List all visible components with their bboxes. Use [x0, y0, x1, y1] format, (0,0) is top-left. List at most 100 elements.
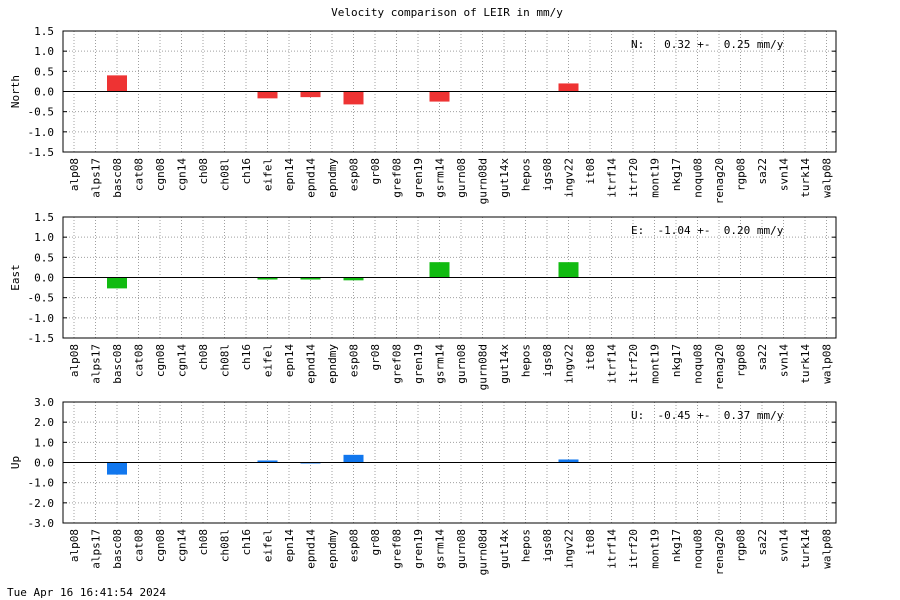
x-tick-label: gr08	[369, 529, 382, 556]
bar-basc08	[107, 277, 127, 289]
x-tick-label: igs08	[541, 344, 554, 377]
x-tick-label: ch16	[240, 158, 253, 185]
x-tick-label: noqu08	[692, 344, 705, 384]
x-tick-label: gref08	[391, 344, 404, 384]
x-tick-label: turk14	[799, 158, 812, 198]
x-tick-label: turk14	[799, 529, 812, 569]
bar-ingv22	[558, 262, 579, 278]
y-tick-label: 1.0	[34, 231, 54, 244]
x-tick-label: hepos	[520, 344, 533, 377]
x-tick-label: esp08	[348, 344, 361, 377]
x-tick-label: svn14	[778, 529, 791, 562]
x-tick-label: itrf20	[627, 158, 640, 198]
x-tick-label: itrf14	[606, 529, 619, 569]
x-tick-label: gren19	[412, 529, 425, 569]
x-tick-label: renag20	[713, 344, 726, 390]
x-tick-label: igs08	[541, 158, 554, 191]
x-tick-label: sa22	[756, 158, 769, 185]
x-tick-label: epn14	[283, 158, 296, 191]
x-tick-label: ch08l	[219, 158, 232, 191]
x-tick-label: renag20	[713, 158, 726, 204]
stats-annotation: U: -0.45 +- 0.37 mm/y	[631, 409, 784, 422]
x-tick-label: noqu08	[692, 158, 705, 198]
x-tick-label: mont19	[649, 529, 662, 569]
x-tick-label: gr08	[369, 344, 382, 371]
x-tick-label: ingv22	[563, 158, 576, 198]
x-tick-label: ingv22	[563, 344, 576, 384]
bar-epnd14	[300, 462, 321, 464]
x-tick-label: gref08	[391, 158, 404, 198]
x-tick-label: cgn14	[176, 158, 189, 191]
y-tick-label: 1.0	[34, 45, 54, 58]
y-tick-label: -2.0	[28, 497, 55, 510]
plot-frame	[62, 30, 837, 153]
bar-esp08	[343, 277, 364, 281]
y-tick-label: -3.0	[28, 517, 55, 530]
x-tick-label: ch08l	[219, 529, 232, 562]
bar-eifel	[257, 460, 278, 463]
stats-annotation: E: -1.04 +- 0.20 mm/y	[631, 224, 784, 237]
x-tick-label: gren19	[412, 158, 425, 198]
x-tick-label: gut14x	[498, 529, 511, 569]
x-tick-label: cat08	[133, 344, 146, 377]
bar-eifel	[257, 277, 278, 280]
x-tick-label: walp08	[821, 344, 834, 384]
x-tick-label: ch08	[197, 158, 210, 185]
y-tick-label: 1.0	[34, 436, 54, 449]
x-tick-label: itrf20	[627, 344, 640, 384]
x-tick-label: ch08l	[219, 344, 232, 377]
x-tick-label: gsrm14	[434, 529, 447, 569]
bar-ingv22	[558, 83, 579, 92]
x-tick-label: alp08	[68, 529, 81, 562]
y-tick-label: 0.0	[34, 457, 54, 470]
x-tick-label: cgn08	[154, 529, 167, 562]
x-tick-label: it08	[584, 344, 597, 371]
y-tick-label: -0.5	[28, 106, 55, 119]
x-tick-label: ch08	[197, 529, 210, 556]
x-tick-label: esp08	[348, 158, 361, 191]
plot-frame	[62, 401, 837, 524]
y-tick-label: 1.5	[34, 25, 54, 38]
x-tick-label: nkg17	[670, 158, 683, 191]
x-tick-label: itrf14	[606, 344, 619, 384]
x-tick-label: gurn08d	[477, 158, 490, 204]
x-tick-label: basc08	[111, 344, 124, 384]
chart-title: Velocity comparison of LEIR in mm/y	[331, 6, 563, 19]
x-tick-label: hepos	[520, 529, 533, 562]
x-tick-label: cgn14	[176, 529, 189, 562]
y-tick-label: -0.5	[28, 292, 55, 305]
x-tick-label: svn14	[778, 344, 791, 377]
x-tick-label: rgp08	[735, 344, 748, 377]
x-tick-label: nkg17	[670, 529, 683, 562]
panel-up: 3.0 2.0 1.0 0.0 -1.0 -2.0 -3.0 alp08 alps17 basc0…	[9, 396, 837, 575]
x-tick-label: gut14x	[498, 344, 511, 384]
x-tick-label: gurn08	[455, 158, 468, 198]
bar-epnd14	[300, 91, 321, 98]
x-tick-label: basc08	[111, 529, 124, 569]
stats-annotation: N: 0.32 +- 0.25 mm/y	[631, 38, 784, 51]
x-tick-label: gref08	[391, 529, 404, 569]
x-tick-label: alps17	[90, 344, 103, 384]
x-tick-label: epndmy	[326, 529, 339, 569]
x-tick-label: esp08	[348, 529, 361, 562]
y-tick-label: -1.5	[28, 146, 55, 159]
x-tick-label: cat08	[133, 529, 146, 562]
x-tick-label: epnd14	[305, 344, 318, 384]
x-tick-label: rgp08	[735, 529, 748, 562]
timestamp-footer: Tue Apr 16 16:41:54 2024	[7, 586, 166, 599]
x-tick-label: gren19	[412, 344, 425, 384]
y-tick-label: 0.5	[34, 65, 54, 78]
x-tick-label: cgn08	[154, 158, 167, 191]
x-tick-label: ch16	[240, 344, 253, 371]
x-tick-label: eifel	[262, 158, 275, 191]
bar-basc08	[107, 462, 127, 475]
panel-north: 1.5 1.0 0.5 0.0 -0.5 -1.0 -1.5 alp08 alps17 basc0…	[9, 25, 837, 204]
bar-gsrm14	[429, 262, 450, 278]
y-axis-label: Up	[9, 456, 22, 469]
x-tick-label: svn14	[778, 158, 791, 191]
y-axis-label: East	[9, 264, 22, 291]
x-tick-label: gr08	[369, 158, 382, 185]
x-tick-label: sa22	[756, 344, 769, 371]
x-tick-label: hepos	[520, 158, 533, 191]
x-tick-label: rgp08	[735, 158, 748, 191]
